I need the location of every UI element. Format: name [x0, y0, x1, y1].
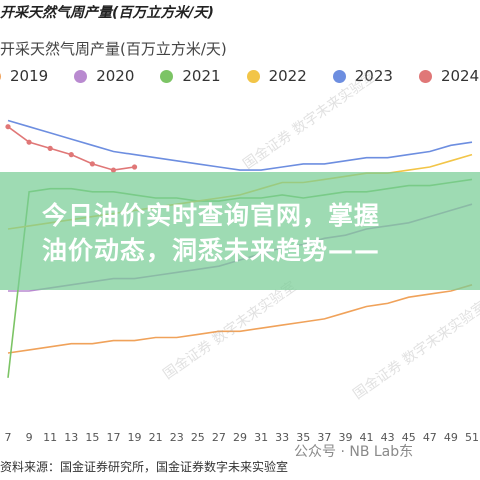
x-tick-label: 23 [170, 431, 184, 444]
legend-item-2020: 2020 [74, 67, 134, 85]
series-line-2019 [7, 284, 473, 354]
series-line-2024 [7, 126, 135, 171]
legend-marker [74, 69, 88, 83]
x-tick-label: 37 [317, 431, 331, 444]
legend-label: 2022 [268, 67, 307, 85]
data-point-2024 [5, 124, 11, 130]
wechat-account-label: 公众号 · NB Lab东 [294, 444, 414, 460]
chart-title: 开采天然气周产量(百万立方米/天) [0, 40, 227, 58]
x-tick-label: 33 [275, 431, 289, 444]
x-tick-label: 51 [465, 431, 479, 444]
data-point-2024 [26, 139, 32, 145]
legend-marker [332, 69, 346, 83]
x-tick-label: 21 [149, 431, 163, 444]
series-line-2023 [7, 119, 473, 171]
legend-item-2023: 2023 [332, 67, 393, 85]
legend-marker [418, 69, 432, 83]
x-tick-label: 43 [381, 431, 395, 444]
x-tick-label: 15 [85, 431, 99, 444]
data-point-2024 [89, 161, 95, 167]
x-tick-label: 45 [402, 431, 416, 444]
x-tick-label: 17 [106, 431, 120, 444]
legend-item-2022: 2022 [246, 67, 307, 85]
legend-label: 2021 [182, 67, 221, 85]
x-tick-label: 13 [64, 431, 78, 444]
x-tick-label: 39 [338, 431, 352, 444]
banner-line-1: 今日油价实时查询官网，掌握 [42, 201, 381, 230]
x-tick-label: 25 [191, 431, 205, 444]
data-point-2024 [68, 152, 74, 158]
x-tick-label: 29 [233, 431, 247, 444]
x-tick-label: 7 [5, 431, 12, 444]
legend-marker [246, 69, 260, 83]
legend-label: 2019 [10, 67, 49, 85]
data-point-2024 [131, 164, 138, 170]
x-tick-label: 41 [360, 431, 374, 444]
data-point-2024 [110, 167, 117, 173]
legend-label: 2020 [96, 67, 135, 85]
x-tick-label: 47 [423, 431, 437, 444]
legend-marker [0, 69, 1, 83]
overlay-banner [0, 172, 480, 290]
banner-line-2: 油价动态，洞悉未来趋势—— [42, 236, 381, 265]
source-note: 资料来源：国金证券研究所，国金证券数字未来实验室 [0, 460, 289, 474]
x-tick-label: 19 [128, 431, 142, 444]
x-tick-label: 9 [26, 431, 33, 444]
x-tick-label: 31 [254, 431, 268, 444]
banner-text: 今日油价实时查询官网，掌握 油价动态，洞悉未来趋势—— [42, 198, 462, 268]
legend-item-2021: 2021 [160, 67, 221, 85]
x-tick-label: 49 [444, 431, 458, 444]
chart-legend: 2019 2020 2021 2022 2023 2024 [0, 67, 480, 85]
header-title: 开采天然气周产量(百万立方米/天) [0, 5, 214, 21]
legend-label: 2023 [354, 67, 393, 85]
x-tick-label: 27 [212, 431, 226, 444]
legend-marker [160, 69, 174, 83]
x-tick-label: 11 [43, 431, 57, 444]
data-point-2024 [47, 145, 53, 151]
legend-item-2024: 2024 [418, 67, 480, 85]
x-tick-label: 35 [296, 431, 310, 444]
legend-item-2019: 2019 [0, 67, 48, 85]
legend-label: 2024 [440, 67, 480, 85]
